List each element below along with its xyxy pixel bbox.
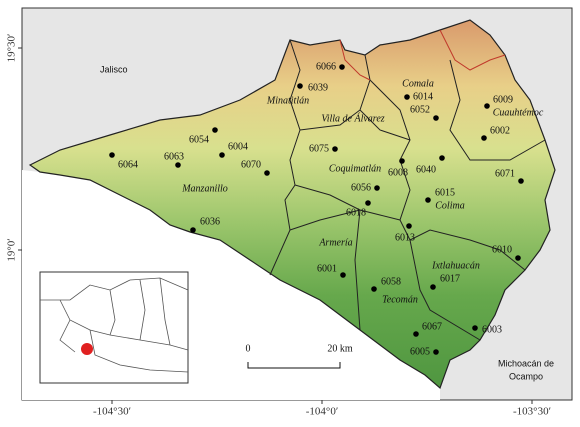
station-dot <box>515 255 521 261</box>
station-dot <box>472 325 478 331</box>
lon-label: -104°0′ <box>306 406 338 418</box>
lat-label: 19°0′ <box>6 238 18 261</box>
station-label: 6040 <box>416 164 436 175</box>
lat-label: 19°30′ <box>6 34 18 63</box>
station-dot <box>332 146 338 152</box>
scale-start: 0 <box>246 343 251 354</box>
municipality-label: Comala <box>402 78 434 89</box>
station-dot <box>404 94 410 100</box>
station-dot <box>399 158 405 164</box>
station-dot <box>439 155 445 161</box>
station-dot <box>433 115 439 121</box>
state-label: Ocampo <box>509 371 543 381</box>
station-dot <box>413 331 419 337</box>
station-label: 6075 <box>309 143 329 154</box>
station-label: 6039 <box>308 82 328 93</box>
station-dot <box>425 197 431 203</box>
station-label: 6063 <box>164 151 184 162</box>
station-label: 6056 <box>351 182 371 193</box>
municipality-label: Coquimatlán <box>329 163 381 174</box>
station-label: 6018 <box>346 207 366 218</box>
municipality-label: Colima <box>435 200 464 211</box>
state-label: Jalisco <box>100 64 128 74</box>
municipality-label: Armería <box>318 237 352 248</box>
station-label: 6001 <box>317 263 337 274</box>
station-dot <box>518 178 524 184</box>
station-dot <box>190 227 196 233</box>
station-label: 6064 <box>118 159 138 170</box>
station-label: 6002 <box>490 125 510 136</box>
inset-map <box>39 271 189 384</box>
station-label: 6066 <box>316 61 336 72</box>
station-layer: 6066 6039 6014 6052 6009 6002 6054 6004 6063 6064… <box>18 47 544 404</box>
station-label: 6003 <box>482 324 502 335</box>
station-dot <box>406 223 412 229</box>
station-label: 6014 <box>413 91 433 102</box>
station-label: 6058 <box>381 276 401 287</box>
station-dot <box>365 200 371 206</box>
station-dot <box>481 135 487 141</box>
station-dot <box>374 185 380 191</box>
station-dot <box>219 152 225 158</box>
station-dot <box>297 83 303 89</box>
station-label: 6067 <box>422 321 442 332</box>
station-label: 6036 <box>200 216 220 227</box>
municipality-label: Manzanillo <box>181 183 228 194</box>
station-label: 6005 <box>410 346 430 357</box>
municipality-label: Tecomán <box>382 294 418 305</box>
municipality-label: Minatitlán <box>266 95 309 106</box>
station-label: 6070 <box>241 159 261 170</box>
municipality-label: Villa de Álvarez <box>321 112 384 124</box>
municipality-label: Cuauhtémoc <box>493 107 544 118</box>
colima-state <box>28 19 556 390</box>
station-dot <box>264 170 270 176</box>
station-label: 6017 <box>440 273 460 284</box>
station-label: 6052 <box>410 104 430 115</box>
station-dot <box>175 162 181 168</box>
station-dot <box>371 286 377 292</box>
station-dot <box>433 349 439 355</box>
station-label: 6008 <box>388 167 408 178</box>
lon-label: -103°30′ <box>513 406 551 418</box>
station-dot <box>109 152 115 158</box>
station-dot <box>430 284 436 290</box>
station-dot <box>484 103 490 109</box>
station-label: 6054 <box>189 134 209 145</box>
lon-label: -104°30′ <box>93 406 131 418</box>
station-label: 6013 <box>395 232 415 243</box>
station-dot <box>339 64 345 70</box>
state-label: Michoacán de <box>498 358 554 368</box>
station-dot <box>212 127 218 133</box>
scale-end: 20 km <box>327 343 353 354</box>
station-label: 6010 <box>492 244 512 255</box>
municipality-label: Ixtlahuacán <box>431 260 480 271</box>
station-label: 6009 <box>493 94 513 105</box>
station-label: 6004 <box>228 141 248 152</box>
station-dot <box>340 272 346 278</box>
station-label: 6015 <box>435 187 455 198</box>
scale-bar: 0 20 km <box>246 343 353 369</box>
station-label: 6071 <box>495 168 515 179</box>
